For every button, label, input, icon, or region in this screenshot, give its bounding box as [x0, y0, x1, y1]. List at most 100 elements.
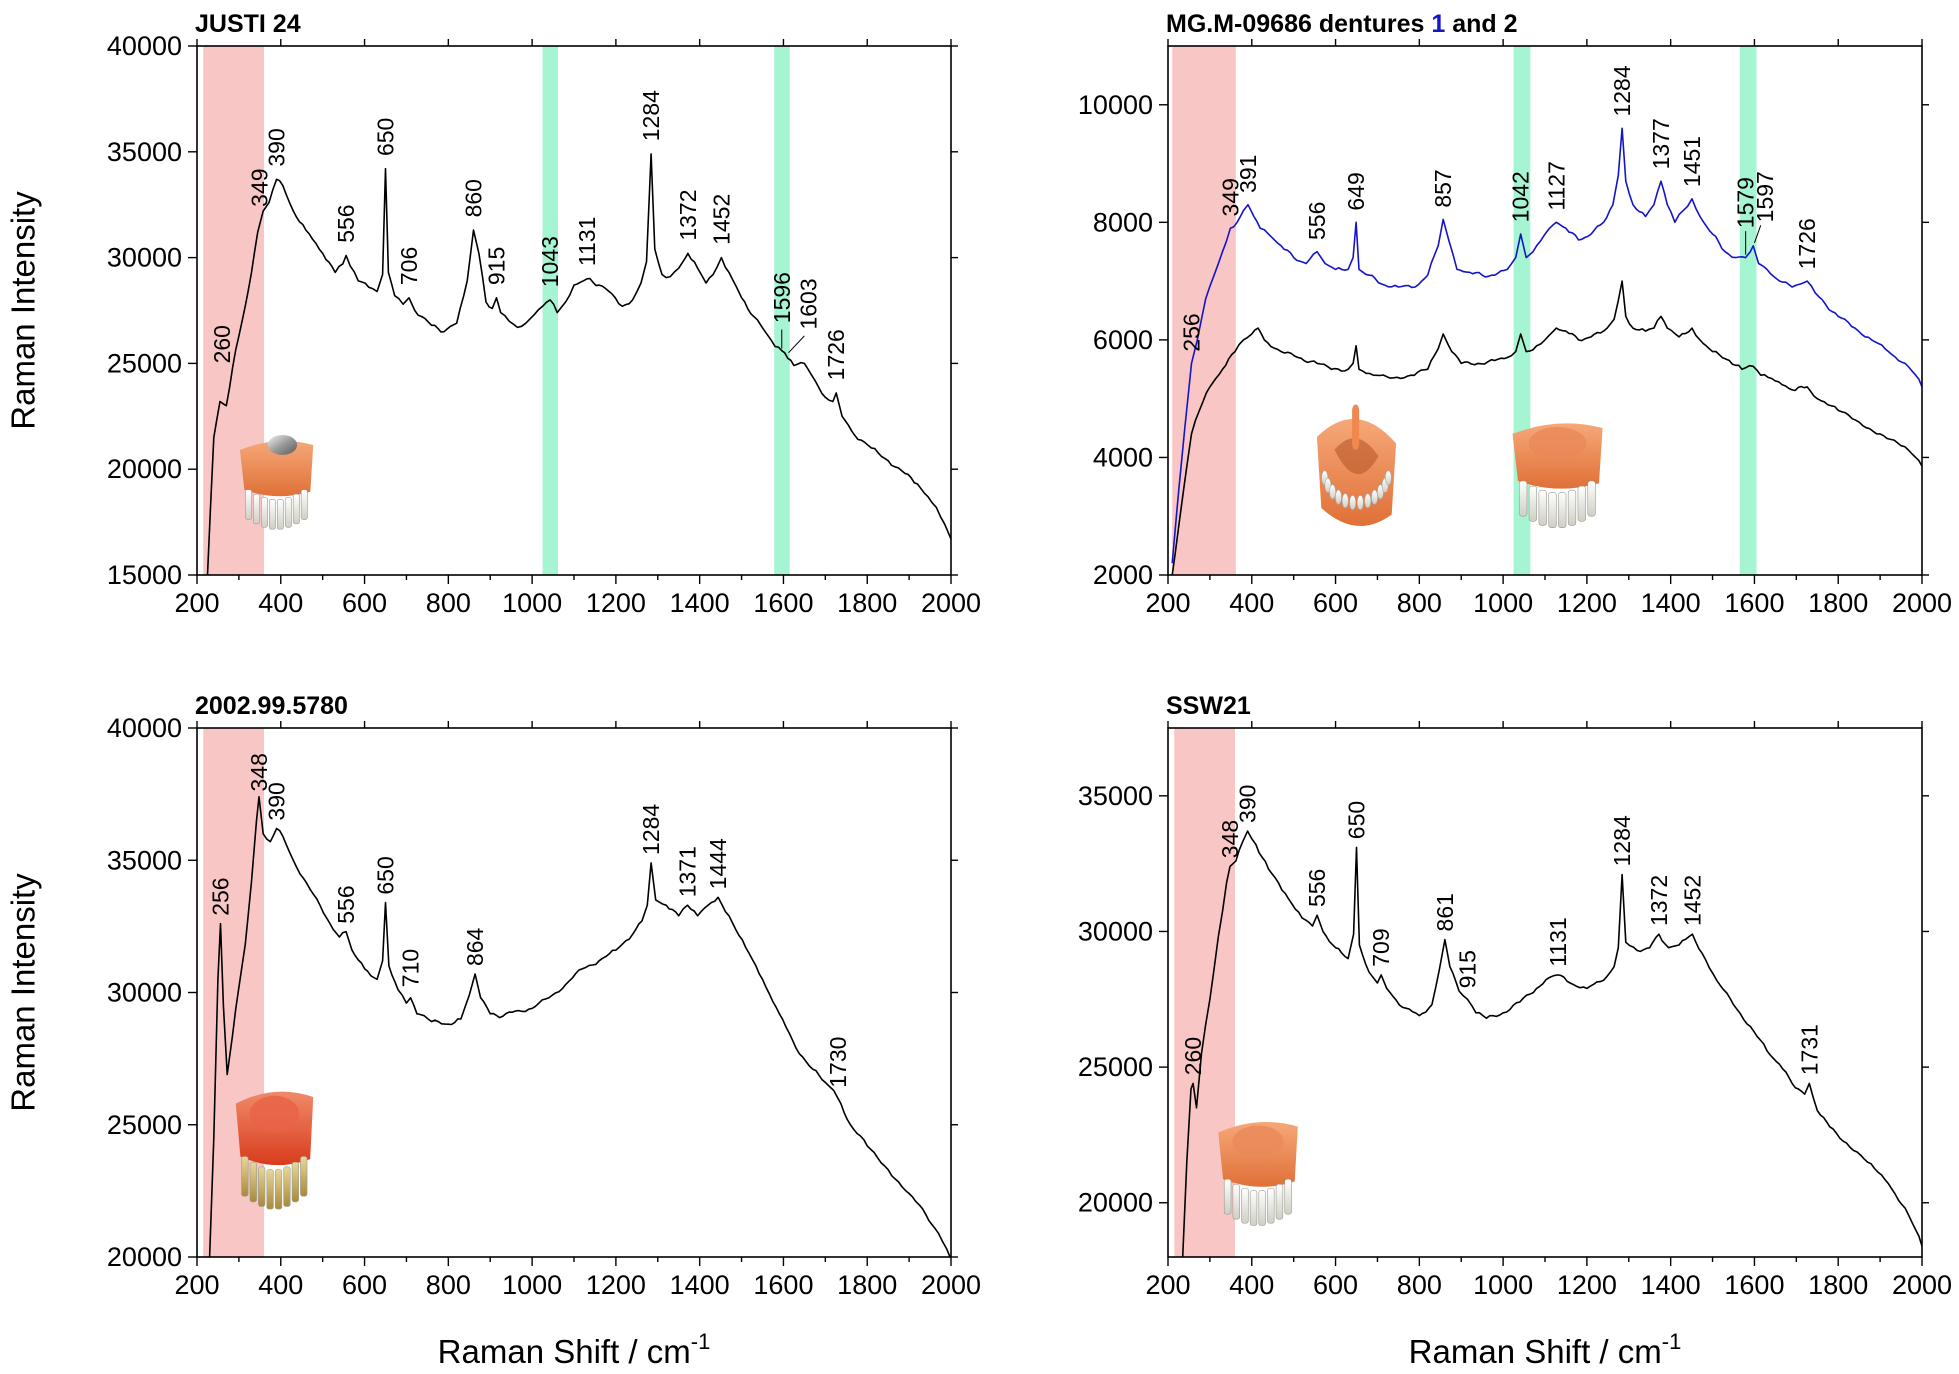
denture-tooth: [1384, 470, 1392, 486]
panel-title-part: SSW21: [1166, 692, 1251, 720]
peak-label: 1597: [1752, 171, 1778, 222]
peak-label: 1284: [1609, 815, 1635, 866]
denture-tooth: [261, 497, 268, 528]
panel-title: JUSTI 24: [195, 10, 301, 38]
x-tick-label: 2000: [1892, 588, 1952, 618]
y-tick-label: 25000: [107, 348, 182, 378]
x-tick-label: 200: [174, 588, 219, 618]
x-tick-label: 800: [1397, 1270, 1442, 1300]
x-tick-label: 1200: [586, 588, 646, 618]
peak-label: 864: [462, 927, 488, 966]
spectrum-line: [1171, 127, 1922, 564]
denture-photo: [235, 1091, 314, 1210]
peak-label: 390: [1235, 785, 1261, 823]
x-tick-label: 600: [342, 588, 387, 618]
denture-tooth: [1241, 1187, 1249, 1224]
x-tick-label: 1600: [753, 588, 813, 618]
spectrum-line: [208, 796, 951, 1257]
x-tick-label: 1000: [1473, 1270, 1533, 1300]
highlight-band: [774, 46, 790, 575]
y-tick-label: 6000: [1093, 325, 1153, 355]
series-group: [1181, 830, 1922, 1257]
denture-photo: [1316, 404, 1397, 526]
x-tick-label: 400: [258, 1270, 303, 1300]
peak-label: 1377: [1648, 118, 1674, 169]
series-group: [1171, 127, 1922, 575]
denture-tooth: [1538, 489, 1547, 526]
x-axis-title: Raman Shift / cm-1: [438, 1329, 711, 1370]
panel-title: 2002.99.5780: [195, 692, 348, 720]
denture-tooth: [1364, 493, 1372, 509]
denture-tooth: [1371, 489, 1378, 505]
y-tick-label: 40000: [107, 31, 182, 61]
denture-tooth: [1528, 485, 1538, 522]
x-tick-label: 400: [258, 588, 303, 618]
peak-label: 1726: [1794, 218, 1820, 269]
spectrum-line: [206, 153, 951, 575]
peak-label: 1731: [1796, 1024, 1822, 1075]
denture-tooth: [1329, 484, 1336, 500]
denture-palate: [249, 1095, 300, 1133]
peak-label: 1452: [708, 194, 734, 245]
peak-label: 1444: [705, 838, 731, 889]
denture-tooth: [1275, 1183, 1284, 1220]
peak-label: 650: [373, 856, 399, 894]
x-tick-label: 1200: [1557, 588, 1617, 618]
panel-title-part: 1: [1431, 10, 1445, 38]
x-tick-label: 1800: [1808, 1270, 1868, 1300]
denture-tooth: [284, 497, 292, 528]
y-tick-label: 35000: [107, 137, 182, 167]
peak-label: 1043: [537, 236, 563, 287]
denture-tooth: [292, 493, 300, 525]
denture-tooth: [1548, 492, 1557, 528]
peak-label: 1730: [825, 1037, 851, 1088]
spectrum-line: [1181, 830, 1922, 1257]
x-tick-label: 2000: [1892, 1270, 1952, 1300]
peak-label: 860: [460, 179, 486, 217]
denture-tooth: [300, 489, 308, 520]
denture-photo: [1218, 1121, 1298, 1226]
panel-title-part: 2002.99.5780: [195, 692, 348, 720]
x-tick-label: 1000: [502, 588, 562, 618]
y-tick-label: 20000: [107, 454, 182, 484]
x-tick-label: 600: [1313, 588, 1358, 618]
peak-label: 256: [207, 877, 233, 915]
highlight-bands: [203, 46, 790, 575]
denture-tooth: [1258, 1190, 1266, 1226]
y-tick-label: 4000: [1093, 442, 1153, 472]
peak-label: 556: [333, 885, 359, 923]
denture-tooth: [1267, 1187, 1275, 1224]
peak-label: 391: [1235, 155, 1261, 193]
peak-label: 556: [333, 204, 359, 242]
series-group: [206, 153, 951, 575]
y-tick-label: 20000: [107, 1242, 182, 1272]
x-tick-label: 1200: [1557, 1270, 1617, 1300]
y-tick-label: 8000: [1093, 207, 1153, 237]
peak-label: 1603: [796, 278, 822, 329]
peak-label: 915: [1455, 950, 1481, 988]
x-tick-label: 1200: [586, 1270, 646, 1300]
peak-label: 349: [1217, 178, 1243, 216]
x-tick-label: 1400: [1641, 1270, 1701, 1300]
x-tick-label: 1400: [670, 1270, 730, 1300]
peak-label: 348: [246, 753, 272, 791]
panel-title-part: JUSTI 24: [195, 10, 301, 38]
peak-label: 1726: [823, 329, 849, 380]
denture-photo: [1512, 423, 1603, 528]
x-tick-label: 1000: [1473, 588, 1533, 618]
peak-label: 390: [264, 128, 290, 166]
plot-frame: [196, 727, 952, 1258]
spectrum-line: [1171, 280, 1922, 575]
x-tick-label: 1600: [1724, 588, 1784, 618]
denture-palate: [1232, 1125, 1284, 1159]
peak-label: 260: [1180, 1037, 1206, 1075]
x-axis-title-text: Raman Shift / cm: [438, 1333, 691, 1370]
denture-tooth: [1518, 480, 1528, 517]
peak-label: 857: [1430, 169, 1456, 207]
denture-tooth: [253, 493, 260, 525]
panel-title: MG.M-09686 dentures 1 and 2: [1166, 10, 1518, 38]
y-tick-label: 30000: [1078, 916, 1153, 946]
denture-tooth: [283, 1166, 291, 1207]
